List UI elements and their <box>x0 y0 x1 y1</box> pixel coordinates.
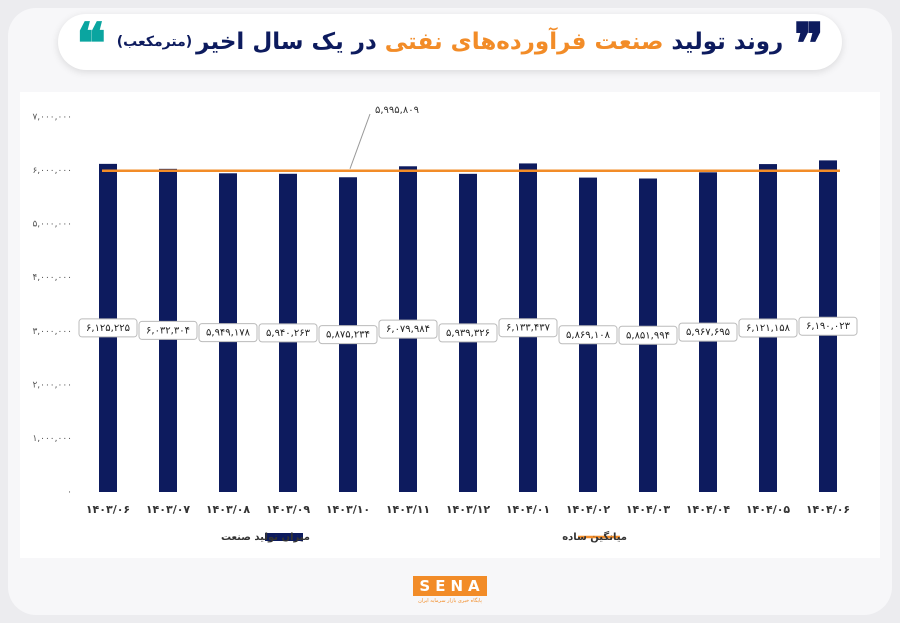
value-label: ۵,۹۴۰,۲۶۳ <box>266 328 311 339</box>
x-tick-label: ۱۴۰۴/۰۶ <box>806 503 850 516</box>
value-label-box <box>438 323 498 343</box>
chart: ۰ ۱,۰۰۰,۰۰۰ ۲,۰۰۰,۰۰۰ ۳,۰۰۰,۰۰۰ ۴,۰۰۰,۰۰۰ ۵,۰… <box>32 105 858 543</box>
chart-title: (مترمکعب) <box>116 34 193 50</box>
logo-name: SENA <box>413 576 487 596</box>
x-tick-label: ۱۴۰۳/۱۲ <box>446 503 491 516</box>
leader-line <box>349 113 371 169</box>
value-label: ۵,۹۴۹,۱۷۸ <box>206 328 251 339</box>
legend-label: میزان تولید صنعت <box>221 532 310 543</box>
y-tick-label: ۵,۰۰۰,۰۰۰ <box>32 220 72 230</box>
value-label: ۵,۹۳۹,۳۲۶ <box>446 328 490 339</box>
y-tick-label: ۳,۰۰۰,۰۰۰ <box>32 327 72 337</box>
value-label: ۶,۱۲۵,۲۲۵ <box>86 323 130 334</box>
value-label-box <box>378 319 438 339</box>
value-label-box <box>198 323 258 343</box>
value-label: ۶,۱۲۱,۱۵۸ <box>746 323 791 334</box>
value-label-box <box>738 318 798 338</box>
chart-title: روند تولید <box>671 29 784 55</box>
chart-title: صنعت فرآورده‌های نفتی <box>384 29 664 55</box>
value-label-box <box>558 325 618 345</box>
legend-label: میانگین ساده <box>562 530 627 543</box>
x-tick-label: ۱۴۰۳/۰۶ <box>86 503 130 516</box>
x-tick-label: ۱۴۰۳/۱۰ <box>326 503 370 516</box>
quote-mark: ❞ <box>793 11 824 77</box>
x-tick-label: ۱۴۰۳/۰۸ <box>206 503 251 516</box>
logo-caption: پایگاه خبری بازار سرمایه ایران <box>418 598 482 604</box>
value-label: ۶,۱۹۰,۰۲۳ <box>806 321 851 332</box>
value-label-box <box>618 325 678 345</box>
average-label: ۵,۹۹۵,۸۰۹ <box>375 105 419 116</box>
value-label: ۵,۸۷۵,۲۳۴ <box>326 330 370 341</box>
chart-title: در یک سال اخیر <box>196 29 377 55</box>
x-tick-label: ۱۴۰۳/۱۱ <box>386 503 430 516</box>
y-tick-label: ۲,۰۰۰,۰۰۰ <box>32 380 72 390</box>
x-tick-label: ۱۴۰۳/۰۷ <box>146 503 191 516</box>
quote-mark: ❝ <box>76 11 107 77</box>
value-label-box <box>678 322 738 342</box>
x-tick-label: ۱۴۰۴/۰۱ <box>506 503 550 516</box>
value-label-box <box>318 325 378 345</box>
value-label: ۶,۰۷۹,۹۸۴ <box>386 324 430 335</box>
x-tick-label: ۱۴۰۴/۰۳ <box>626 503 671 516</box>
chart-area: ۰ ۱,۰۰۰,۰۰۰ ۲,۰۰۰,۰۰۰ ۳,۰۰۰,۰۰۰ ۴,۰۰۰,۰۰۰ ۵,۰… <box>20 92 880 558</box>
value-label-box <box>258 323 318 343</box>
y-tick-label: ۷,۰۰۰,۰۰۰ <box>32 113 72 123</box>
title-pill: ❞ ❝ روند تولید صنعت فرآورده‌های نفتی در یک… <box>58 11 842 77</box>
value-label: ۵,۸۵۱,۹۹۴ <box>626 330 670 341</box>
value-label: ۶,۱۳۳,۴۳۷ <box>506 323 551 334</box>
x-tick-label: ۱۴۰۴/۰۲ <box>566 503 611 516</box>
x-tick-label: ۱۴۰۴/۰۵ <box>746 503 791 516</box>
y-tick-label: ۶,۰۰۰,۰۰۰ <box>32 166 72 176</box>
value-label-box <box>498 318 558 338</box>
x-tick-label: ۱۴۰۴/۰۴ <box>686 503 731 516</box>
y-tick-label: ۴,۰۰۰,۰۰۰ <box>32 273 72 283</box>
logo: SENA پایگاه خبری بازار سرمایه ایران <box>410 576 490 604</box>
value-label: ۵,۸۶۹,۱۰۸ <box>566 330 611 341</box>
x-tick-label: ۱۴۰۳/۰۹ <box>266 503 311 516</box>
value-label: ۶,۰۳۲,۳۰۴ <box>146 325 190 336</box>
y-tick-label: ۰ <box>67 488 72 498</box>
value-label-box <box>78 318 138 338</box>
legend-swatch <box>265 533 303 541</box>
value-label-box <box>138 320 198 340</box>
value-label-box <box>798 316 858 336</box>
y-tick-label: ۱,۰۰۰,۰۰۰ <box>32 434 72 444</box>
value-label: ۵,۹۶۷,۶۹۵ <box>686 327 730 338</box>
